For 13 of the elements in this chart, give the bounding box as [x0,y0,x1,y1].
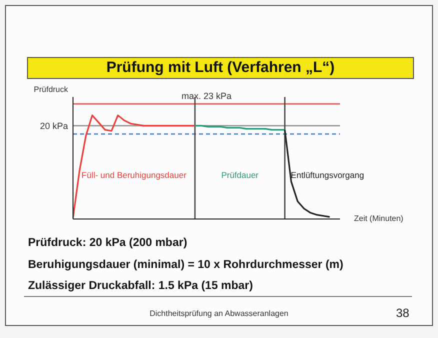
ref-line-label: 20 kPa [40,120,68,131]
text: Prüfdruck: 20 kPa (200 mbar) [28,237,188,249]
annotation: Entlüftungsvorgang [290,170,364,180]
annotation: Füll- und Beruhigungsdauer [80,170,188,180]
text: Zulässiger Druckabfall: 1.5 kPa (15 mbar) [28,280,253,292]
text: Beruhigungsdauer (minimal) = 10 x Rohrdurchmesser (m) [28,259,344,271]
annotation: Prüfdauer [220,170,260,180]
text: 38 [396,306,410,320]
y-axis-title: Prüfdruck [32,85,68,94]
text: Dichtheitsprüfung an Abwasseranlagen [150,309,288,318]
x-axis-title: Zeit (Minuten) [354,214,404,223]
chart-title: Prüfung mit Luft (Verfahren „L“) [27,57,414,79]
ref-line-label: max. 23 kPa [181,90,232,101]
